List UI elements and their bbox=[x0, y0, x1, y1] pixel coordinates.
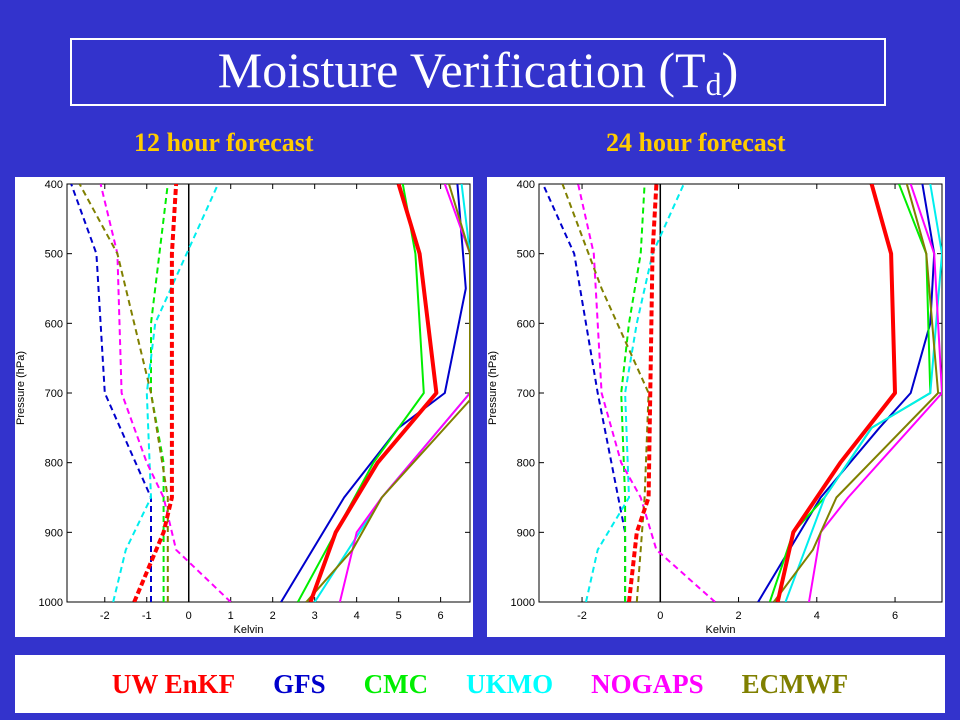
legend-item-cmc: CMC bbox=[363, 668, 429, 699]
y-tick-label: 600 bbox=[45, 318, 63, 330]
x-tick-label: 3 bbox=[312, 610, 318, 622]
plot-frame bbox=[66, 183, 471, 603]
right-panel-title: 24 hour forecast bbox=[606, 128, 786, 157]
title-subscript: d bbox=[705, 65, 722, 102]
series-cmc-solid bbox=[297, 184, 425, 602]
legend-item-ecmwf: ECMWF bbox=[741, 668, 849, 699]
series-ecmwf-solid bbox=[305, 184, 470, 602]
y-axis-label: Pressure (hPa) bbox=[487, 351, 499, 425]
series-ukmo-dashed bbox=[112, 184, 220, 602]
y-tick-label: 1000 bbox=[39, 597, 63, 609]
title-main: Moisture Verification (T bbox=[217, 41, 706, 98]
y-axis-label: Pressure (hPa) bbox=[15, 351, 27, 425]
legend-item-nogaps: NOGAPS bbox=[591, 668, 704, 699]
title-box: Moisture Verification (Td) bbox=[70, 38, 886, 106]
legend-item-gfs: GFS bbox=[273, 668, 326, 699]
series-uw-enkf-solid bbox=[308, 184, 439, 602]
x-tick-label: 4 bbox=[354, 610, 360, 622]
x-axis-label: Kelvin bbox=[706, 624, 736, 636]
x-tick-label: 0 bbox=[657, 610, 663, 622]
series-ecmwf-solid bbox=[772, 184, 940, 602]
chart-12h: 400 500 600 700 800 900 1000 -2 -1 0 1 2 3 4 5 6 Kelvin P… bbox=[15, 177, 473, 637]
title-end: ) bbox=[721, 41, 739, 98]
series-nogaps-dashed bbox=[577, 184, 716, 602]
x-tick-label: 0 bbox=[186, 610, 192, 622]
x-tick-label: 6 bbox=[438, 610, 444, 622]
x-axis-label: Kelvin bbox=[234, 624, 264, 636]
y-tick-label: 700 bbox=[517, 388, 535, 400]
y-tick-label: 500 bbox=[45, 249, 63, 261]
legend-item-uw-enkf: UW EnKF bbox=[111, 668, 236, 699]
plot-frame bbox=[538, 183, 943, 603]
y-tick-label: 500 bbox=[517, 249, 535, 261]
y-tick-label: 800 bbox=[517, 458, 535, 470]
series-ukmo-solid bbox=[784, 184, 942, 602]
x-tick-label: 6 bbox=[892, 610, 898, 622]
series-cmc-dashed bbox=[620, 184, 646, 602]
chart-24h: 400 500 600 700 800 900 1000 -2 0 2 4 6 Kelvin Pressu… bbox=[487, 177, 945, 637]
series-uw-enkf-dashed bbox=[132, 184, 179, 602]
series-ukmo-solid bbox=[313, 184, 470, 602]
x-tick-label: -2 bbox=[100, 610, 110, 622]
legend: UW EnKF GFS CMC UKMO NOGAPS ECMWF bbox=[15, 655, 945, 713]
page-title: Moisture Verification (Td) bbox=[218, 45, 739, 100]
series-gfs-dashed bbox=[70, 184, 152, 602]
series-ukmo-dashed bbox=[585, 184, 685, 602]
left-panel-title: 12 hour forecast bbox=[134, 128, 314, 157]
y-tick-label: 800 bbox=[45, 458, 63, 470]
y-tick-label: 700 bbox=[45, 388, 63, 400]
y-tick-label: 400 bbox=[45, 179, 63, 191]
legend-item-ukmo: UKMO bbox=[466, 668, 554, 699]
series-cmc-solid bbox=[768, 184, 932, 602]
series-gfs-dashed bbox=[541, 184, 627, 602]
series-ecmwf-dashed bbox=[78, 184, 169, 602]
y-tick-label: 600 bbox=[517, 318, 535, 330]
series-ecmwf-dashed bbox=[561, 184, 650, 602]
series-uw-enkf-solid bbox=[775, 184, 897, 602]
series-nogaps-solid bbox=[808, 184, 942, 602]
series-uw-enkf-dashed bbox=[627, 184, 659, 602]
x-tick-label: 2 bbox=[735, 610, 741, 622]
x-tick-label: 4 bbox=[814, 610, 820, 622]
y-tick-label: 900 bbox=[517, 527, 535, 539]
x-tick-label: 1 bbox=[228, 610, 234, 622]
x-tick-label: -1 bbox=[142, 610, 152, 622]
series-gfs-solid bbox=[757, 184, 936, 602]
y-tick-label: 1000 bbox=[511, 597, 535, 609]
y-tick-label: 400 bbox=[517, 179, 535, 191]
y-tick-label: 900 bbox=[45, 527, 63, 539]
x-tick-label: 5 bbox=[396, 610, 402, 622]
series-nogaps-dashed bbox=[99, 184, 232, 602]
x-tick-label: -2 bbox=[577, 610, 587, 622]
x-tick-label: 2 bbox=[270, 610, 276, 622]
